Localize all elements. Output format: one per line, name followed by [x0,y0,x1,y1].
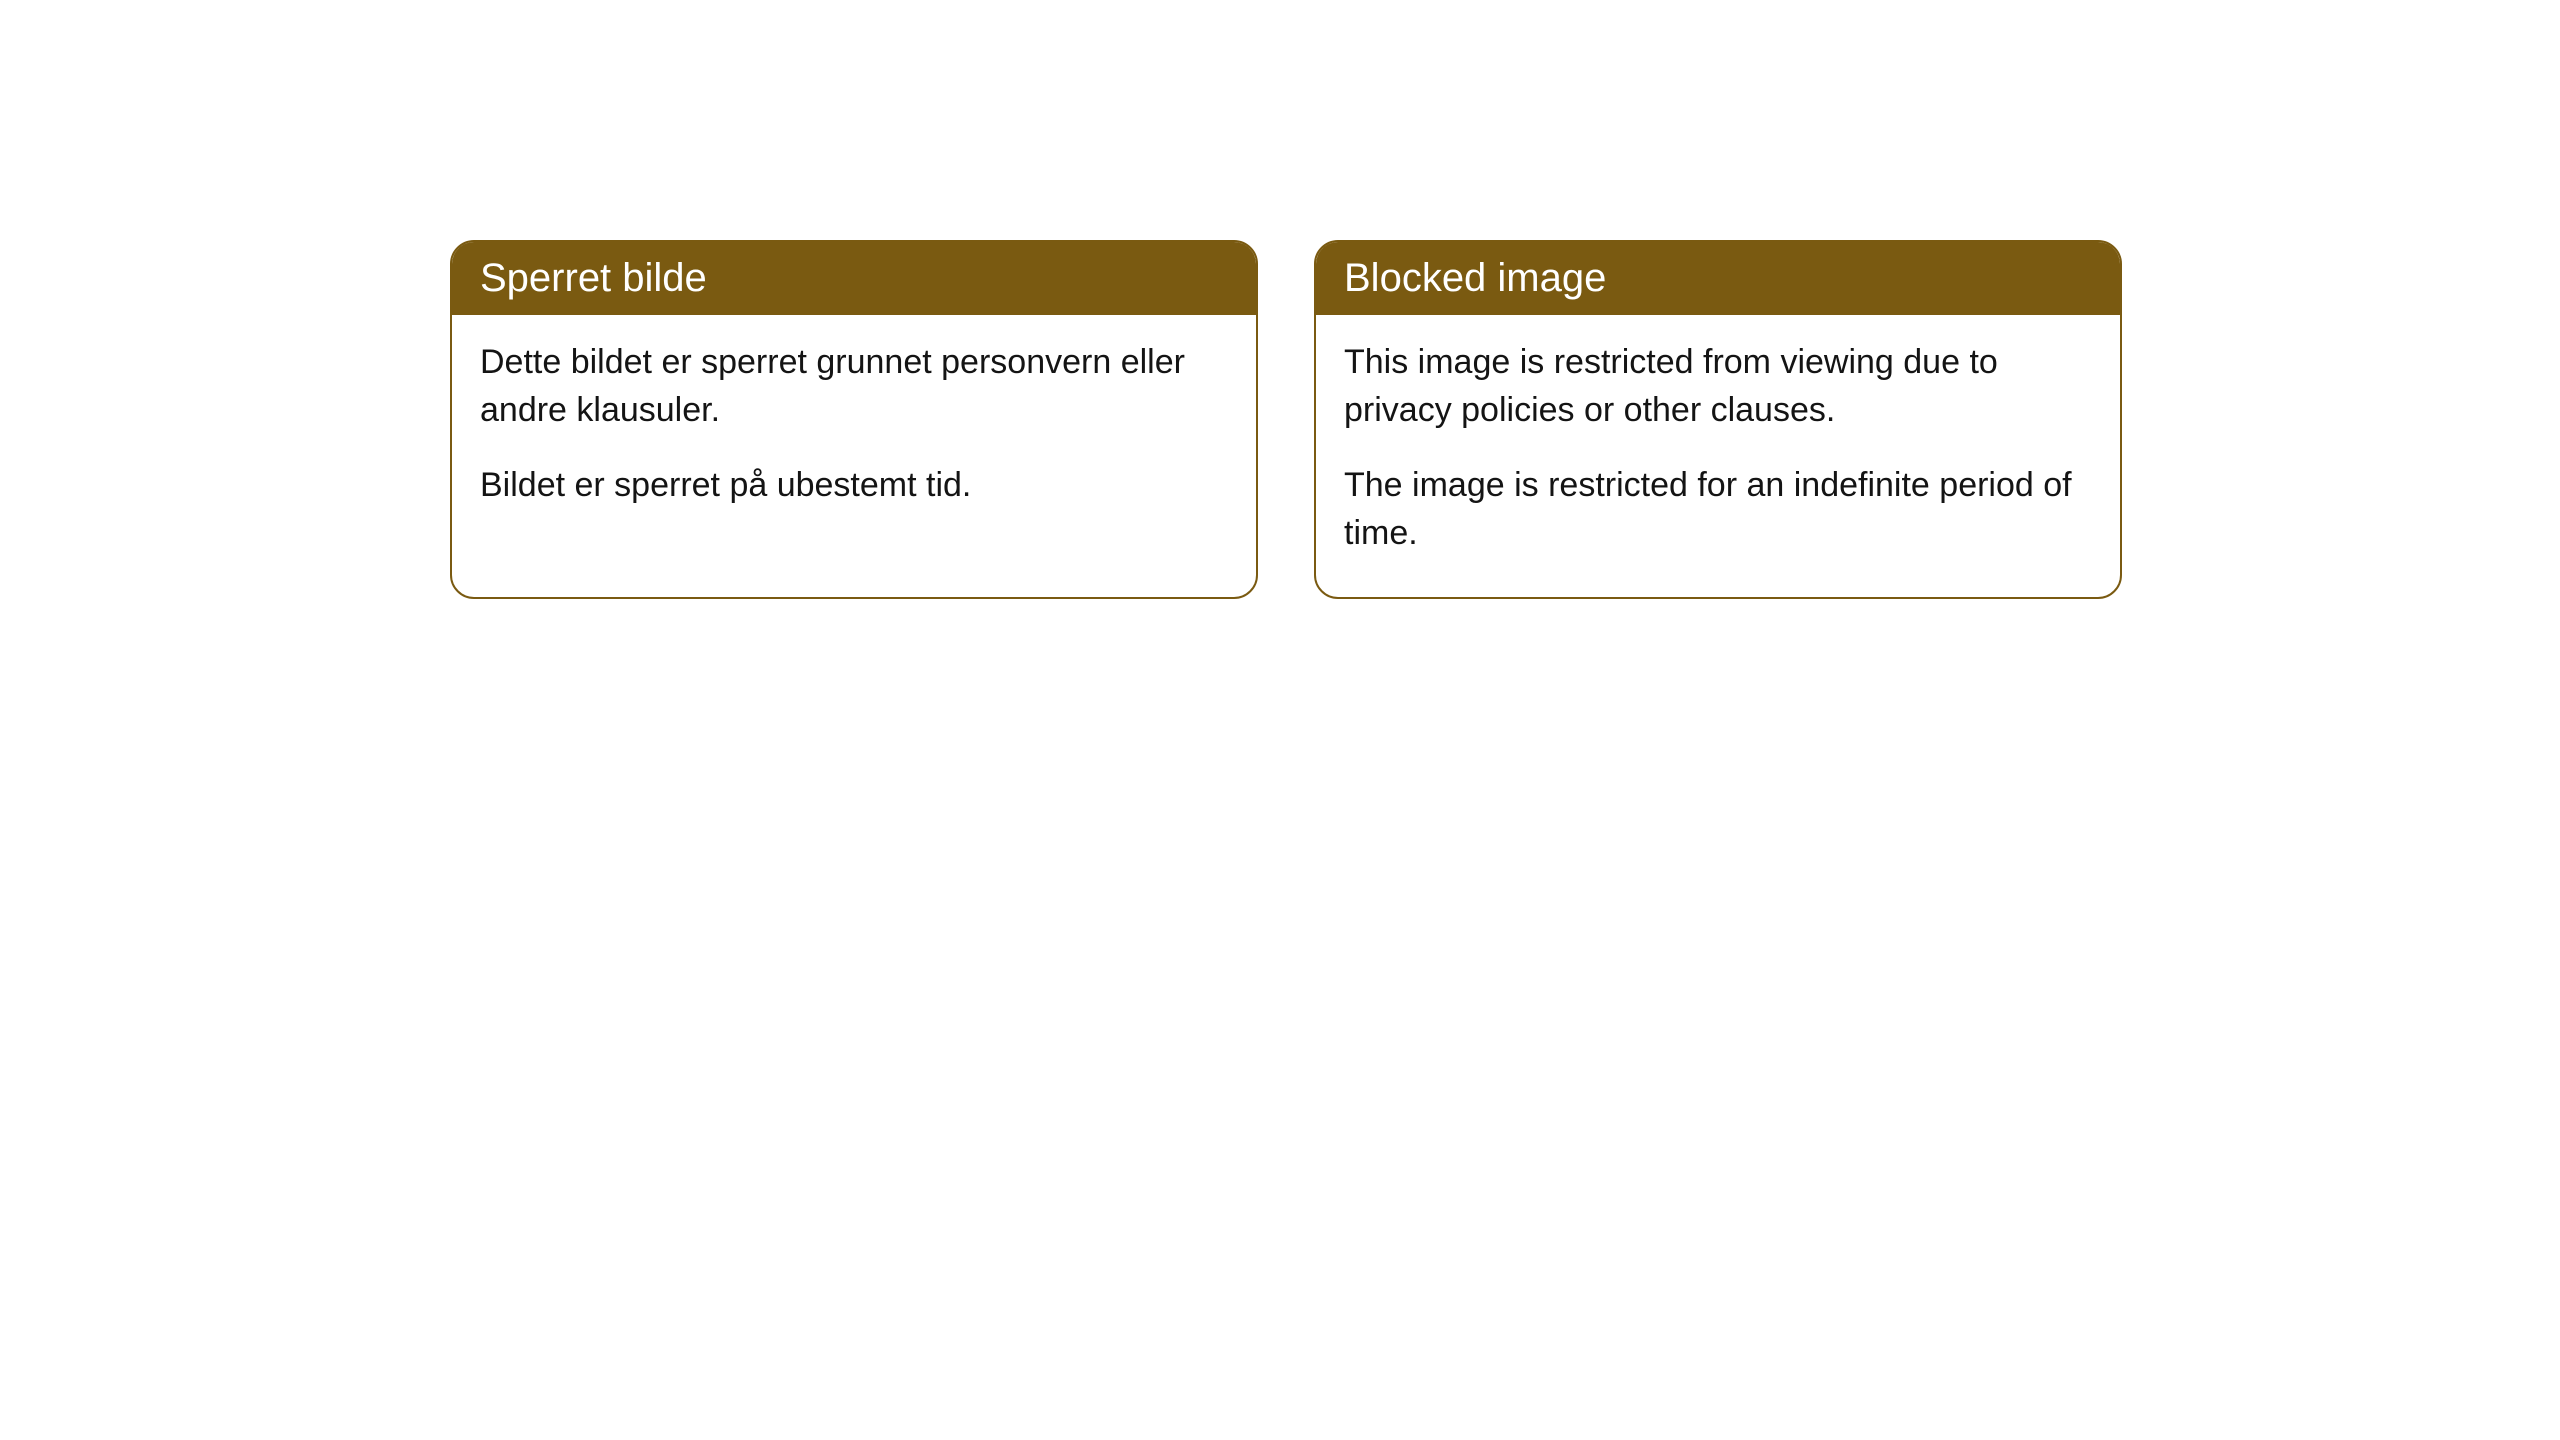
card-header: Blocked image [1316,242,2120,315]
card-body: This image is restricted from viewing du… [1316,315,2120,597]
card-paragraph: The image is restricted for an indefinit… [1344,462,2092,557]
card-title: Blocked image [1344,256,1606,300]
notice-card-norwegian: Sperret bilde Dette bildet er sperret gr… [450,240,1258,599]
notice-card-english: Blocked image This image is restricted f… [1314,240,2122,599]
card-header: Sperret bilde [452,242,1256,315]
card-paragraph: Bildet er sperret på ubestemt tid. [480,462,1228,510]
card-paragraph: Dette bildet er sperret grunnet personve… [480,339,1228,434]
card-title: Sperret bilde [480,256,707,300]
card-paragraph: This image is restricted from viewing du… [1344,339,2092,434]
notice-cards-container: Sperret bilde Dette bildet er sperret gr… [450,240,2560,599]
card-body: Dette bildet er sperret grunnet personve… [452,315,1256,550]
